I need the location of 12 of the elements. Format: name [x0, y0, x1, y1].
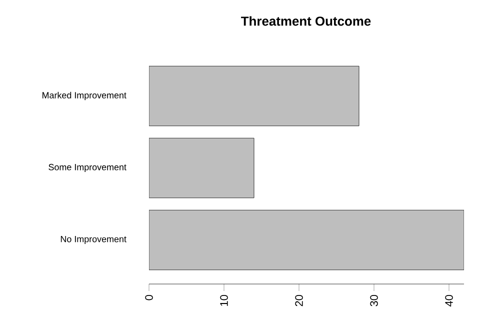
y-tick-label: Some Improvement [48, 164, 126, 172]
x-tick-label: 10 [220, 294, 228, 306]
bar [149, 138, 254, 198]
chart-title: Threatment Outcome [241, 16, 371, 26]
x-tick-label: 20 [295, 294, 303, 306]
x-tick-label: 0 [145, 294, 153, 300]
bar [149, 66, 360, 126]
bar [149, 210, 464, 270]
x-tick-label: 40 [445, 294, 453, 306]
y-tick-label: Marked Improvement [42, 92, 126, 100]
x-tick-label: 30 [370, 294, 378, 306]
y-tick-label: No Improvement [60, 236, 126, 244]
